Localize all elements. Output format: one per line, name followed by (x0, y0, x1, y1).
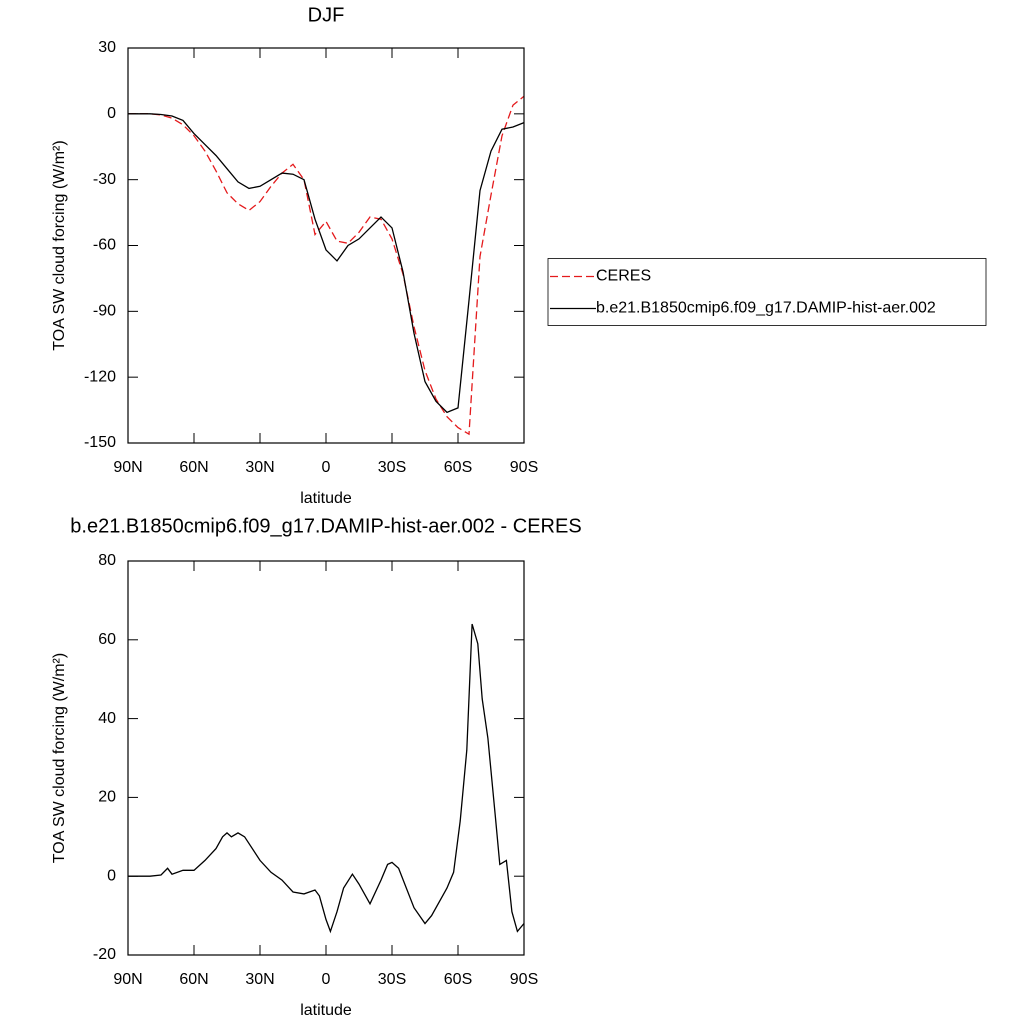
y-tick-label: 30 (98, 39, 116, 56)
x-tick-label: 90S (510, 971, 538, 988)
y-tick-label: 0 (107, 105, 116, 122)
x-tick-label: 60S (444, 971, 472, 988)
data-line (128, 113, 525, 414)
y-tick-label: 60 (98, 631, 116, 648)
x-tick-label: 60N (179, 459, 208, 476)
x-tick-label: 0 (322, 459, 331, 476)
y-tick-label: -150 (84, 434, 116, 451)
legend-box (547, 258, 987, 326)
y-tick-label: 20 (98, 789, 116, 806)
y-tick-label: -90 (93, 303, 116, 320)
y-tick-label: -30 (93, 171, 116, 188)
y-tick-label: 40 (98, 710, 116, 727)
y-tick-label: -20 (93, 946, 116, 963)
x-axis-label: latitude (300, 1002, 352, 1019)
legend-label: b.e21.B1850cmip6.f09_g17.DAMIP-hist-aer.… (596, 300, 936, 317)
data-line (128, 623, 525, 934)
y-tick-label: 80 (98, 552, 116, 569)
x-tick-label: 30N (245, 971, 274, 988)
x-tick-label: 30S (378, 971, 406, 988)
x-tick-label: 90N (113, 459, 142, 476)
plot-frame (127, 47, 525, 444)
legend-label: CERES (596, 268, 651, 285)
x-tick-label: 30S (378, 459, 406, 476)
x-tick-label: 60S (444, 459, 472, 476)
plot-frame (127, 560, 525, 956)
y-tick-label: -60 (93, 237, 116, 254)
y-axis-label: TOA SW cloud forcing (W/m²) (51, 653, 68, 863)
x-tick-label: 60N (179, 971, 208, 988)
y-axis-label: TOA SW cloud forcing (W/m²) (51, 140, 68, 350)
x-tick-label: 0 (322, 971, 331, 988)
chart-title: DJF (308, 4, 345, 26)
chart-title: b.e21.B1850cmip6.f09_g17.DAMIP-hist-aer.… (70, 515, 581, 537)
data-line (128, 95, 525, 436)
y-tick-label: 0 (107, 867, 116, 884)
x-tick-label: 90N (113, 971, 142, 988)
y-tick-label: -120 (84, 368, 116, 385)
x-tick-label: 90S (510, 459, 538, 476)
x-tick-label: 30N (245, 459, 274, 476)
x-axis-label: latitude (300, 490, 352, 507)
